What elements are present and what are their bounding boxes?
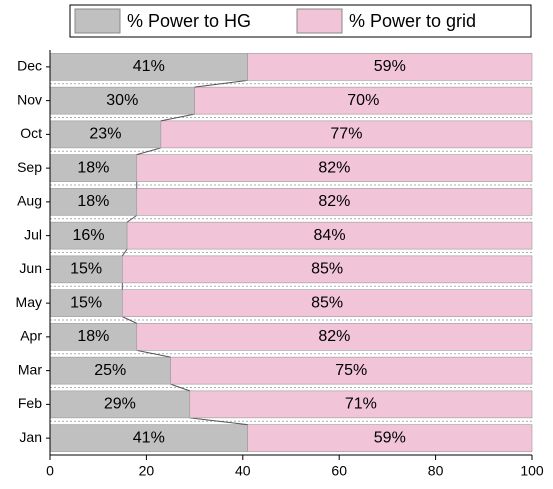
y-tick-label: Apr: [20, 328, 42, 344]
bar-segment: [160, 120, 533, 149]
bar-segment: [49, 221, 128, 250]
y-tick-label: May: [16, 294, 42, 310]
y-tick-label: Feb: [18, 395, 42, 411]
bar-segment: [49, 424, 248, 452]
y-tick-label: Aug: [17, 193, 42, 209]
bar-segment: [126, 221, 533, 250]
value-label: 82%: [318, 159, 350, 176]
bar-segment: [170, 356, 533, 385]
bar-segment: [194, 86, 533, 115]
x-tick-label: 60: [331, 463, 347, 479]
value-label: 41%: [133, 429, 165, 446]
value-label: 85%: [311, 294, 343, 311]
y-tick-label: Jun: [19, 260, 42, 276]
legend-label: % Power to HG: [127, 11, 251, 31]
x-tick-label: 0: [46, 463, 54, 479]
value-label: 59%: [374, 429, 406, 446]
y-tick-label: Jul: [24, 226, 42, 242]
value-label: 18%: [77, 159, 109, 176]
value-label: 18%: [77, 193, 109, 210]
connector-line: [189, 417, 248, 426]
y-tick-label: Nov: [17, 91, 42, 107]
value-label: 30%: [106, 92, 138, 109]
y-tick-label: Mar: [18, 361, 42, 377]
bar-segment: [122, 255, 533, 284]
x-tick-label: 100: [520, 463, 544, 479]
connector-line: [136, 147, 161, 156]
bar-segment: [247, 424, 533, 452]
value-label: 77%: [330, 126, 362, 143]
value-label: 15%: [70, 261, 102, 278]
x-tick-label: 20: [139, 463, 155, 479]
connector-line: [121, 248, 128, 257]
y-tick-label: Sep: [17, 159, 42, 175]
bar-segment: [247, 53, 533, 81]
x-tick-label: 40: [235, 463, 251, 479]
value-label: 25%: [94, 362, 126, 379]
value-label: 71%: [345, 396, 377, 413]
value-label: 82%: [318, 193, 350, 210]
bar-segment: [136, 323, 533, 351]
value-label: 82%: [318, 328, 350, 345]
value-label: 29%: [104, 396, 136, 413]
y-tick-label: Jan: [19, 429, 42, 445]
value-label: 15%: [70, 294, 102, 311]
connector-line: [136, 349, 171, 358]
bar-segment: [189, 390, 533, 419]
value-label: 23%: [89, 126, 121, 143]
value-label: 59%: [374, 58, 406, 75]
x-tick-label: 80: [428, 463, 444, 479]
legend-swatch: [74, 8, 121, 34]
bar-segment: [49, 255, 123, 284]
value-label: 84%: [314, 227, 346, 244]
connector-line: [194, 79, 248, 88]
legend-swatch: [296, 8, 343, 34]
value-label: 85%: [311, 261, 343, 278]
connector-line: [160, 113, 195, 122]
bar-segment: [49, 154, 138, 182]
value-label: 70%: [347, 92, 379, 109]
y-tick-label: Oct: [20, 125, 42, 141]
connector-line: [126, 214, 138, 223]
y-tick-label: Dec: [17, 58, 42, 74]
legend-label: % Power to grid: [349, 11, 476, 31]
connector-line: [170, 383, 190, 392]
connector-line: [122, 316, 137, 324]
bar-segment: [136, 188, 533, 216]
value-label: 18%: [77, 328, 109, 345]
value-label: 75%: [335, 362, 367, 379]
bar-segment: [49, 289, 123, 317]
bar-segment: [122, 289, 533, 317]
value-label: 41%: [133, 58, 165, 75]
bar-segment: [136, 154, 533, 182]
value-label: 16%: [73, 227, 105, 244]
